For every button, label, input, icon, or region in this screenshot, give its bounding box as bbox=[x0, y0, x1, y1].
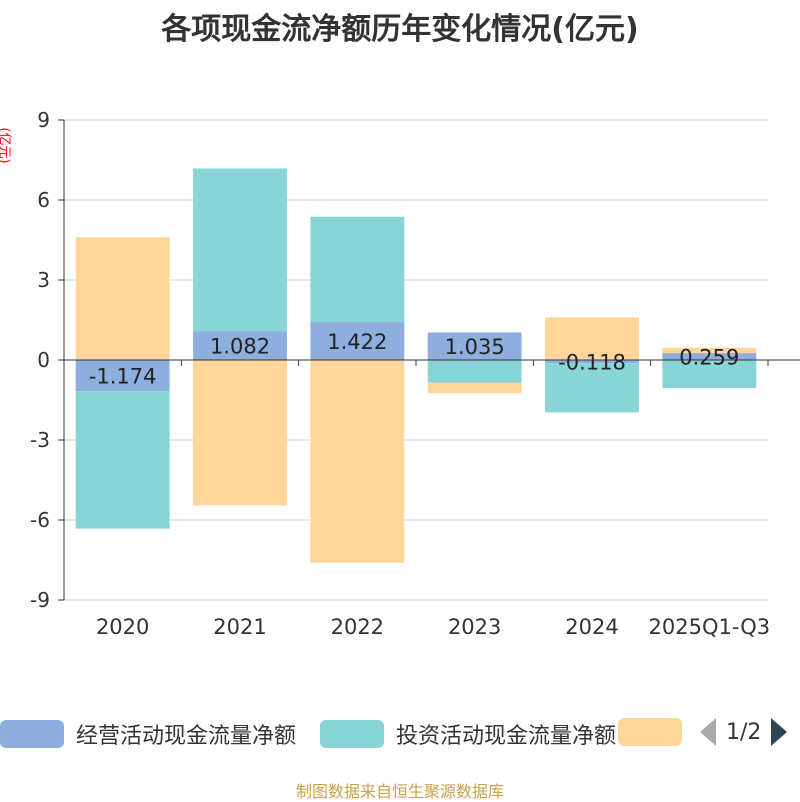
legend-swatch-operating bbox=[0, 720, 64, 748]
x-tick-label: 2021 bbox=[213, 615, 266, 639]
bar-series1-2023 bbox=[427, 360, 522, 383]
y-tick-label: -9 bbox=[30, 588, 50, 612]
bar-series0-2021 bbox=[193, 331, 287, 360]
legend-label-investing: 投资活动现金流量净额 bbox=[396, 724, 617, 749]
x-tick-label: 2020 bbox=[96, 615, 149, 639]
x-tick-label: 2024 bbox=[565, 615, 618, 639]
legend-pager: 1/2 bbox=[700, 718, 788, 746]
data-label: 1.035 bbox=[445, 335, 505, 359]
bar-series0-2020 bbox=[75, 360, 170, 392]
pager-text: 1/2 bbox=[726, 719, 762, 745]
axes: -9 -6 -3 0 3 6 9 2020 2021 2022 2023 2024 2025Q1-Q3 bbox=[30, 108, 800, 639]
legend: 经营活动现金流量净额 投资活动现金流量净额 1/2 bbox=[0, 712, 800, 756]
source-note: 制图数据来自恒生聚源数据库 bbox=[295, 782, 504, 801]
pager-next-icon[interactable] bbox=[771, 718, 788, 746]
bar-series0-2023 bbox=[427, 332, 522, 360]
data-label: 1.422 bbox=[327, 330, 387, 354]
bar-series2-2024 bbox=[545, 317, 639, 360]
data-label: 0.259 bbox=[679, 346, 739, 370]
data-labels: -1.174 1.082 1.422 1.035 -0.118 0.259 bbox=[89, 330, 740, 389]
data-label: -1.174 bbox=[89, 365, 157, 389]
legend-item-financing[interactable] bbox=[618, 718, 682, 746]
y-tick-label: -6 bbox=[30, 508, 50, 532]
y-tick-label: 9 bbox=[37, 108, 50, 132]
bar-series1-2022 bbox=[310, 216, 405, 323]
legend-item-investing[interactable]: 投资活动现金流量净额 bbox=[320, 718, 616, 750]
bar-series2-2020 bbox=[75, 237, 170, 360]
x-tick-label: 2025Q1-Q3 bbox=[649, 615, 771, 639]
bar-series1-2021 bbox=[193, 168, 287, 332]
bar-series0-2024 bbox=[545, 360, 639, 364]
bar-series1-2025Q1-Q3 bbox=[662, 360, 757, 388]
bar-series1-2020 bbox=[75, 391, 170, 529]
bar-series0-2022 bbox=[310, 322, 405, 360]
y-tick-label: 6 bbox=[37, 188, 50, 212]
x-tick-label: 2022 bbox=[331, 615, 384, 639]
bar-series2-2022 bbox=[310, 360, 405, 563]
y-tick-label: 0 bbox=[37, 348, 50, 372]
x-tick-label: 2023 bbox=[448, 615, 501, 639]
chart-title: 各项现金流净额历年变化情况(亿元) bbox=[161, 12, 639, 47]
pager-prev-icon[interactable] bbox=[700, 718, 716, 746]
legend-swatch-investing bbox=[320, 720, 384, 748]
data-label: -0.118 bbox=[558, 351, 626, 375]
y-tick-label: 3 bbox=[37, 268, 50, 292]
bar-series2-2023 bbox=[427, 382, 522, 394]
bar-series0-2025Q1-Q3 bbox=[662, 353, 757, 360]
legend-label-operating: 经营活动现金流量净额 bbox=[76, 724, 297, 749]
bar-series2-2021 bbox=[193, 360, 287, 506]
y-tick-label: -3 bbox=[30, 428, 50, 452]
bar-marks bbox=[75, 168, 757, 563]
bar-series1-2024 bbox=[545, 363, 639, 413]
legend-item-operating[interactable]: 经营活动现金流量净额 bbox=[0, 718, 296, 750]
data-label: 1.082 bbox=[210, 335, 270, 359]
legend-swatch-financing bbox=[618, 718, 682, 746]
bar-series2-2025Q1-Q3 bbox=[662, 347, 757, 354]
